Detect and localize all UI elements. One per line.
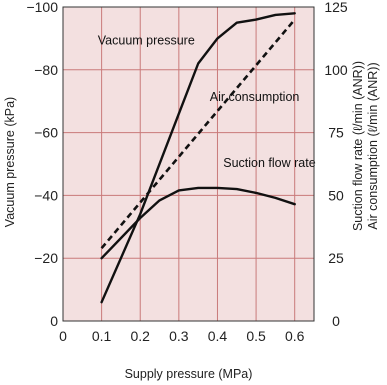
y-right-tick-label: 125 [324,0,348,15]
ticks-layer: 0 0.1 0.2 0.3 0.4 0.5 0.6 0 −20 −40 −60 −80 −100 0 25 5… [26,0,347,344]
y-left-tick-label: −60 [34,125,58,141]
series-line-vacuum-pressure [100,12,296,304]
y-left-axis-title: Vacuum pressure (kPa) [3,97,17,227]
y-right-tick-label: 0 [332,313,340,329]
series-layer [100,12,296,304]
y-right-axis-title-2: Air consumption (ℓ/min (ANR)) [366,62,380,229]
x-tick-label: 0.2 [130,328,150,344]
x-tick-label: 0.1 [92,328,112,344]
y-right-tick-label: 50 [328,187,344,203]
y-right-tick-label: 25 [328,250,344,266]
y-left-tick-label: −40 [34,187,58,203]
annotation-label: Suction flow rate [223,156,315,170]
annotation-label: Air consumption [210,90,300,104]
plot-frame [62,6,315,322]
x-tick-label: 0.4 [208,328,228,344]
y-left-tick-label: −100 [26,0,58,15]
annotations-layer: Vacuum pressure Air consumption Suction fl… [98,34,316,170]
x-tick-label: 0.5 [246,328,266,344]
x-axis-title: Supply pressure (MPa) [125,367,253,381]
y-right-tick-label: 100 [324,62,348,78]
plot-background [63,7,314,321]
y-left-tick-label: −20 [34,250,58,266]
y-left-tick-label: −80 [34,62,58,78]
x-tick-label: 0 [59,328,67,344]
annotation-label: Vacuum pressure [98,34,195,48]
x-tick-label: 0.6 [285,328,305,344]
x-tick-label: 0.3 [169,328,189,344]
y-right-axis-title-1: Suction flow rate (ℓ/min (ANR)) [351,61,365,231]
y-right-tick-label: 75 [328,125,344,141]
y-left-tick-label: 0 [50,313,58,329]
series-line-suction-flow-rate [100,186,296,260]
